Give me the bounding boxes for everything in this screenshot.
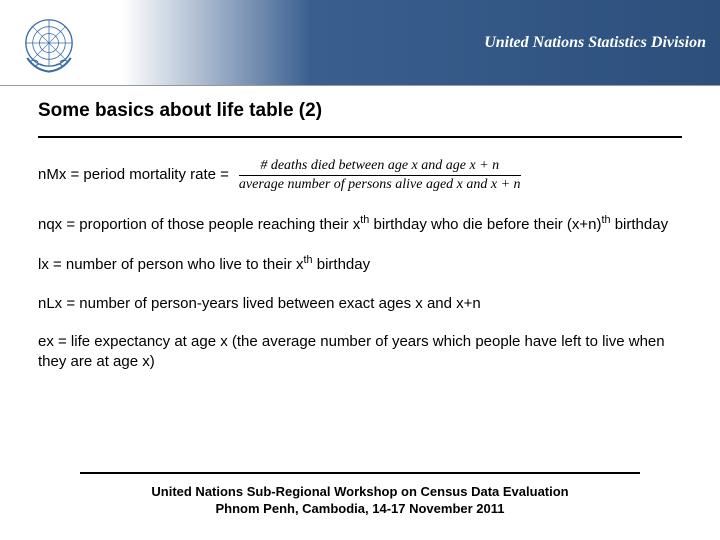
lx-part1: lx = number of person who live to their …	[38, 256, 304, 273]
footer-rule	[80, 472, 640, 474]
banner: United Nations Statistics Division	[90, 0, 720, 85]
nqx-part3: birthday	[611, 216, 669, 233]
lx-part2: birthday	[313, 256, 371, 273]
nMx-prefix: nMx = period mortality rate =	[38, 165, 229, 185]
title-bar: Some basics about life table (2)	[0, 86, 720, 130]
def-lx: lx = number of person who live to their …	[38, 253, 682, 275]
content-area: nMx = period mortality rate = # deaths d…	[0, 138, 720, 372]
fraction-numerator: # deaths died between age x and age x + …	[260, 158, 499, 174]
fraction-denominator: average number of persons alive aged x a…	[239, 177, 521, 193]
nqx-part2: birthday who die before their (x+n)	[369, 216, 601, 233]
logo-area	[0, 0, 90, 85]
nqx-part1: nqx = proportion of those people reachin…	[38, 216, 360, 233]
fraction: # deaths died between age x and age x + …	[239, 158, 521, 193]
footer-line2: Phnom Penh, Cambodia, 14-17 November 201…	[0, 501, 720, 518]
banner-title: United Nations Statistics Division	[484, 34, 706, 52]
header: United Nations Statistics Division	[0, 0, 720, 86]
footer-line1: United Nations Sub-Regional Workshop on …	[0, 484, 720, 501]
def-nLx: nLx = number of person-years lived betwe…	[38, 294, 682, 314]
fraction-line	[239, 175, 521, 176]
sup-th-1: th	[360, 214, 369, 226]
def-nMx: nMx = period mortality rate = # deaths d…	[38, 158, 682, 193]
def-ex: ex = life expectancy at age x (the avera…	[38, 332, 682, 373]
def-nqx: nqx = proportion of those people reachin…	[38, 213, 682, 235]
footer: United Nations Sub-Regional Workshop on …	[0, 484, 720, 518]
un-emblem-icon	[15, 9, 83, 77]
sup-th-3: th	[304, 254, 313, 266]
sup-th-2: th	[602, 214, 611, 226]
slide-title: Some basics about life table (2)	[38, 100, 682, 122]
